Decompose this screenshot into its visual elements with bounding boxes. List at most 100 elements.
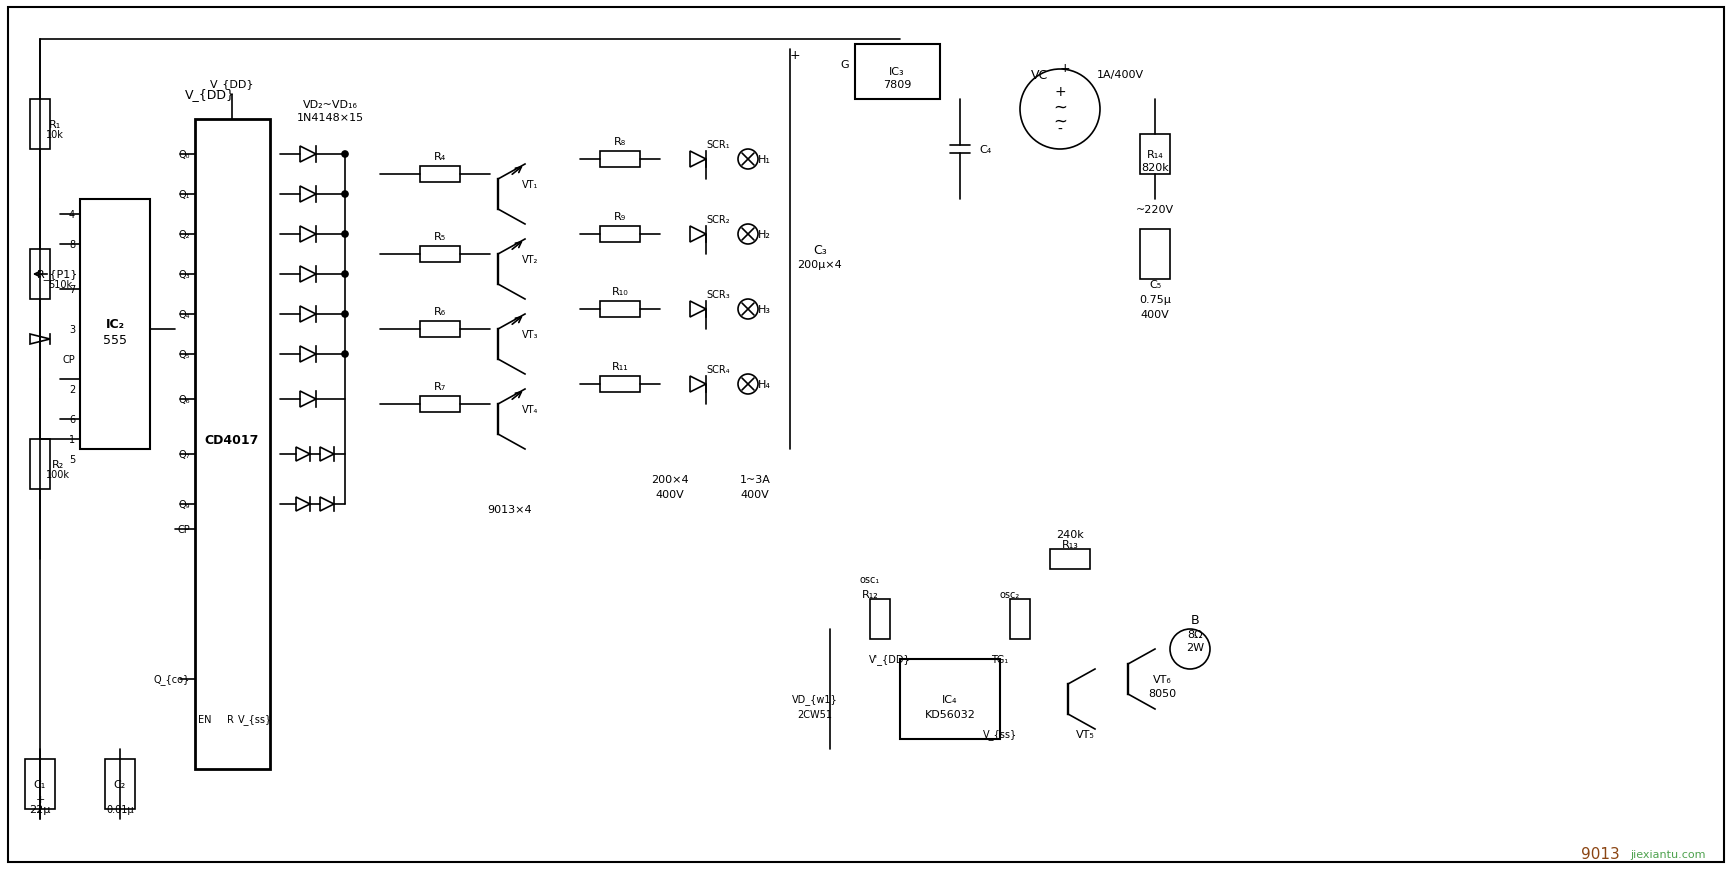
Text: 200×4: 200×4	[651, 474, 689, 485]
Text: Q₉: Q₉	[178, 500, 191, 509]
Text: +: +	[35, 794, 45, 804]
Text: osc₂: osc₂	[999, 589, 1020, 600]
Text: 8Ω: 8Ω	[1186, 630, 1202, 639]
Text: Q₃: Q₃	[178, 270, 191, 280]
Text: Q₆: Q₆	[178, 394, 191, 405]
Text: R₁₀: R₁₀	[611, 287, 629, 297]
Circle shape	[1171, 630, 1211, 669]
Text: H₄: H₄	[757, 379, 771, 390]
Text: VT₂: VT₂	[521, 255, 539, 264]
Text: R₂: R₂	[52, 459, 64, 470]
Text: C₄: C₄	[979, 145, 991, 155]
Text: 100k: 100k	[47, 470, 69, 479]
Text: +: +	[790, 48, 800, 61]
Bar	[419, 167, 461, 183]
Bar	[1140, 135, 1171, 175]
Circle shape	[341, 232, 348, 238]
Text: SCR₂: SCR₂	[707, 215, 729, 225]
Text: 1N4148×15: 1N4148×15	[296, 113, 364, 123]
Bar	[599, 302, 641, 318]
Text: ~: ~	[1053, 113, 1067, 131]
Text: IC₃: IC₃	[889, 67, 904, 77]
Text: osc₁: osc₁	[859, 574, 880, 585]
Text: 0.01μ: 0.01μ	[106, 804, 133, 814]
Polygon shape	[689, 377, 707, 392]
Text: 8050: 8050	[1148, 688, 1176, 698]
Polygon shape	[296, 498, 310, 511]
Text: KD56032: KD56032	[925, 709, 975, 719]
Polygon shape	[296, 448, 310, 462]
Bar	[599, 152, 641, 168]
Text: 400V: 400V	[656, 489, 684, 500]
Polygon shape	[300, 306, 315, 322]
Polygon shape	[300, 187, 315, 203]
Text: 3: 3	[69, 325, 74, 335]
Bar	[1010, 600, 1031, 639]
Text: 400V: 400V	[741, 489, 769, 500]
Text: 9013: 9013	[1581, 846, 1619, 861]
Text: R₁₄: R₁₄	[1147, 150, 1164, 160]
Text: 9013×4: 9013×4	[488, 505, 532, 515]
Text: Q_{co}: Q_{co}	[154, 673, 191, 685]
Text: C₅: C₅	[1148, 280, 1160, 290]
Polygon shape	[320, 498, 334, 511]
Text: R_{P1}: R_{P1}	[38, 270, 78, 280]
Text: C₂: C₂	[114, 779, 126, 789]
Bar	[1050, 550, 1089, 569]
Text: 7809: 7809	[883, 80, 911, 90]
Text: R₆: R₆	[435, 306, 447, 317]
Text: 4: 4	[69, 210, 74, 220]
Text: VD_{w1}: VD_{w1}	[792, 694, 838, 705]
Text: C₃: C₃	[812, 243, 826, 256]
Text: 2W: 2W	[1186, 643, 1204, 652]
Bar	[29, 440, 50, 489]
Polygon shape	[29, 335, 50, 344]
Text: 1A/400V: 1A/400V	[1096, 70, 1143, 80]
Text: H₂: H₂	[757, 230, 771, 240]
Circle shape	[341, 191, 348, 198]
Text: 510k: 510k	[48, 280, 73, 290]
Text: IC₄: IC₄	[942, 694, 958, 704]
Text: 2CW51: 2CW51	[797, 709, 833, 719]
Text: IC₂: IC₂	[106, 318, 125, 331]
Text: 22μ: 22μ	[29, 804, 50, 814]
Bar	[106, 759, 135, 810]
Bar	[29, 100, 50, 150]
Circle shape	[738, 150, 759, 169]
Bar	[599, 227, 641, 242]
Text: ~220V: ~220V	[1136, 205, 1174, 215]
Text: TG₁: TG₁	[991, 654, 1008, 665]
Text: R₁: R₁	[48, 120, 61, 130]
Text: R₁₁: R₁₁	[611, 362, 629, 371]
Text: 0.75μ: 0.75μ	[1140, 295, 1171, 305]
Circle shape	[341, 312, 348, 318]
Text: R₁₃: R₁₃	[1062, 539, 1079, 550]
Text: CP: CP	[62, 355, 74, 364]
Text: R₄: R₄	[435, 152, 447, 162]
Text: Q₂: Q₂	[178, 230, 191, 240]
Text: 400V: 400V	[1141, 310, 1169, 320]
Text: -: -	[1058, 123, 1062, 137]
Text: VT₆: VT₆	[1152, 674, 1171, 684]
Polygon shape	[300, 147, 315, 162]
Text: VT₁: VT₁	[521, 180, 539, 190]
Bar	[196, 120, 270, 769]
Bar	[599, 377, 641, 392]
Circle shape	[341, 271, 348, 277]
Text: Q₅: Q₅	[178, 349, 191, 360]
Circle shape	[738, 225, 759, 245]
Text: R: R	[227, 714, 234, 724]
Text: VT₄: VT₄	[521, 405, 539, 414]
Text: R₉: R₉	[613, 212, 627, 222]
Polygon shape	[320, 448, 334, 462]
Text: VT₃: VT₃	[521, 329, 539, 340]
Text: V_{ss}: V_{ss}	[982, 729, 1017, 739]
Text: Q₁: Q₁	[178, 190, 191, 200]
Text: ~: ~	[1053, 99, 1067, 117]
Text: 1~3A: 1~3A	[740, 474, 771, 485]
Text: 240k: 240k	[1057, 529, 1084, 539]
Bar	[24, 759, 55, 810]
Bar	[419, 247, 461, 263]
Text: B: B	[1190, 613, 1199, 626]
Circle shape	[738, 375, 759, 394]
